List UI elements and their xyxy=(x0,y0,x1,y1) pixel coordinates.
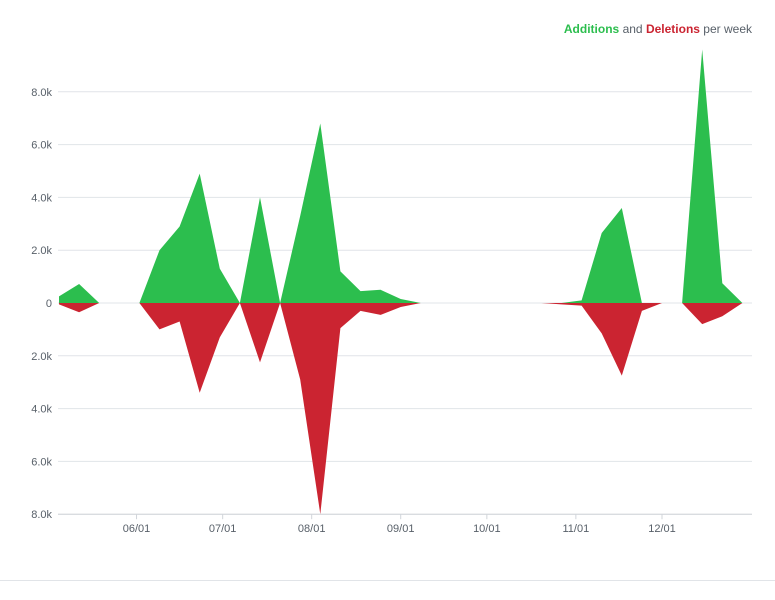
chart-legend: Additions and Deletions per week xyxy=(564,22,752,36)
y-tick-label: 8.0k xyxy=(31,87,52,99)
x-tick-label: 12/01 xyxy=(648,523,676,535)
y-axis: 8.0k 6.0k 4.0k 2.0k 0 2.0k 4.0k 6.0k 8.0k xyxy=(31,87,52,521)
x-tick-label: 11/01 xyxy=(562,523,589,535)
x-tick-label: 10/01 xyxy=(473,523,501,535)
y-tick-label: 6.0k xyxy=(31,140,52,152)
y-tick-label: 4.0k xyxy=(31,404,52,416)
x-tick-label: 07/01 xyxy=(209,523,237,535)
y-tick-label: 6.0k xyxy=(31,456,52,468)
x-tick-label: 06/01 xyxy=(123,523,151,535)
additions-area xyxy=(59,49,743,304)
legend-additions: Additions xyxy=(563,22,620,36)
x-tick-label: 09/01 xyxy=(387,523,415,535)
y-tick-label: 0 xyxy=(46,298,52,310)
y-tick-label: 4.0k xyxy=(31,192,52,204)
y-tick-label: 2.0k xyxy=(31,245,52,257)
areas xyxy=(59,49,743,515)
legend-suffix: per week xyxy=(703,22,752,36)
x-tick-label: 08/01 xyxy=(298,523,326,535)
y-tick-label: 2.0k xyxy=(31,351,52,363)
bottom-divider xyxy=(0,580,775,581)
y-tick-label: 8.0k xyxy=(31,509,52,521)
x-axis: 06/01 07/01 08/01 09/01 10/01 11/01 12/01 xyxy=(58,513,752,535)
legend-and: and xyxy=(622,22,643,36)
legend-deletions: Deletions xyxy=(645,22,700,36)
